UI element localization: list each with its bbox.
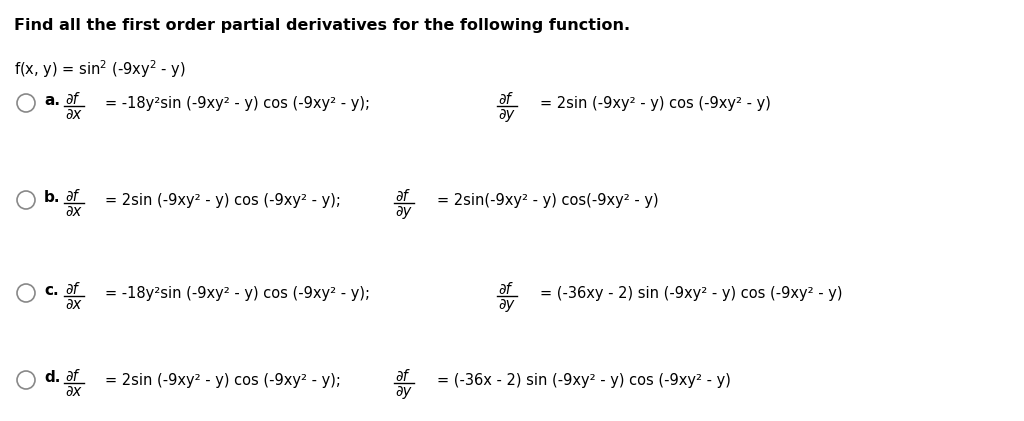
Text: Find all the first order partial derivatives for the following function.: Find all the first order partial derivat…	[14, 18, 630, 33]
Text: = -18y²sin (-9xy² - y) cos (-9xy² - y);: = -18y²sin (-9xy² - y) cos (-9xy² - y);	[105, 96, 370, 111]
Text: ∂f: ∂f	[65, 189, 78, 204]
Text: = 2sin (-9xy² - y) cos (-9xy² - y): = 2sin (-9xy² - y) cos (-9xy² - y)	[540, 96, 771, 111]
Text: ∂f: ∂f	[395, 369, 408, 384]
Text: f(x, y) = sin$^2$ (-9xy$^2$ - y): f(x, y) = sin$^2$ (-9xy$^2$ - y)	[14, 58, 185, 80]
Text: = -18y²sin (-9xy² - y) cos (-9xy² - y);: = -18y²sin (-9xy² - y) cos (-9xy² - y);	[105, 286, 370, 301]
Text: a.: a.	[44, 93, 60, 108]
Text: ∂y: ∂y	[395, 384, 412, 399]
Text: = 2sin (-9xy² - y) cos (-9xy² - y);: = 2sin (-9xy² - y) cos (-9xy² - y);	[105, 193, 341, 208]
Text: c.: c.	[44, 283, 58, 298]
Text: = (-36xy - 2) sin (-9xy² - y) cos (-9xy² - y): = (-36xy - 2) sin (-9xy² - y) cos (-9xy²…	[540, 286, 843, 301]
Text: ∂f: ∂f	[395, 189, 408, 204]
Text: b.: b.	[44, 190, 60, 205]
Text: = (-36x - 2) sin (-9xy² - y) cos (-9xy² - y): = (-36x - 2) sin (-9xy² - y) cos (-9xy² …	[437, 373, 731, 388]
Text: = 2sin(-9xy² - y) cos(-9xy² - y): = 2sin(-9xy² - y) cos(-9xy² - y)	[437, 193, 658, 208]
Text: ∂x: ∂x	[65, 107, 81, 122]
Text: = 2sin (-9xy² - y) cos (-9xy² - y);: = 2sin (-9xy² - y) cos (-9xy² - y);	[105, 373, 341, 388]
Text: ∂f: ∂f	[498, 282, 511, 297]
Text: ∂x: ∂x	[65, 204, 81, 219]
Text: ∂x: ∂x	[65, 297, 81, 312]
Text: ∂f: ∂f	[498, 92, 511, 107]
Text: ∂f: ∂f	[65, 369, 78, 384]
Text: ∂x: ∂x	[65, 384, 81, 399]
Text: ∂y: ∂y	[395, 204, 412, 219]
Text: ∂f: ∂f	[65, 92, 78, 107]
Text: d.: d.	[44, 370, 60, 385]
Text: ∂y: ∂y	[498, 297, 514, 312]
Text: ∂y: ∂y	[498, 107, 514, 122]
Text: ∂f: ∂f	[65, 282, 78, 297]
